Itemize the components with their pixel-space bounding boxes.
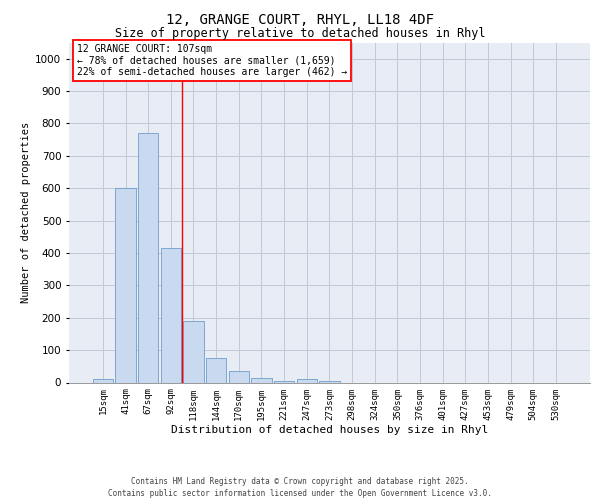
Text: 12 GRANGE COURT: 107sqm
← 78% of detached houses are smaller (1,659)
22% of semi: 12 GRANGE COURT: 107sqm ← 78% of detache… <box>77 44 347 78</box>
Bar <box>319 381 340 382</box>
Bar <box>274 381 294 382</box>
Bar <box>92 380 113 382</box>
Bar <box>229 371 249 382</box>
Bar <box>296 380 317 382</box>
Text: Contains HM Land Registry data © Crown copyright and database right 2025.
Contai: Contains HM Land Registry data © Crown c… <box>108 476 492 498</box>
Bar <box>183 321 203 382</box>
Text: 12, GRANGE COURT, RHYL, LL18 4DF: 12, GRANGE COURT, RHYL, LL18 4DF <box>166 12 434 26</box>
Bar <box>206 358 226 382</box>
Bar <box>251 378 272 382</box>
X-axis label: Distribution of detached houses by size in Rhyl: Distribution of detached houses by size … <box>171 425 488 435</box>
Text: Size of property relative to detached houses in Rhyl: Size of property relative to detached ho… <box>115 28 485 40</box>
Bar <box>161 248 181 382</box>
Bar <box>138 133 158 382</box>
Bar <box>115 188 136 382</box>
Y-axis label: Number of detached properties: Number of detached properties <box>21 122 31 303</box>
